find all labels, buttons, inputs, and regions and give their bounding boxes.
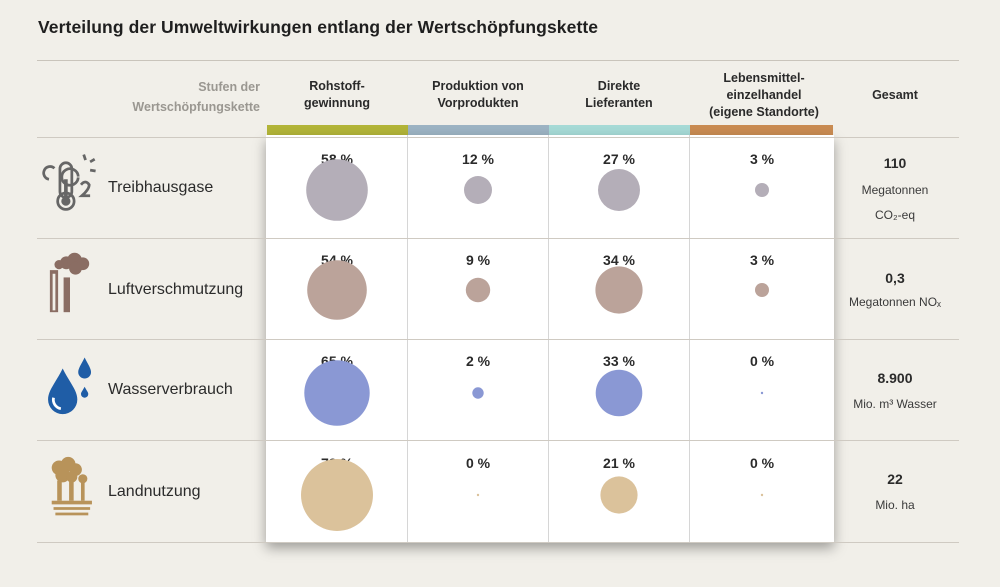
total-unit: Megatonnen NOₓ — [849, 295, 941, 309]
total-value: 8.900 — [877, 370, 913, 386]
pct-label: 21 % — [603, 455, 635, 471]
pct-label: 3 % — [749, 252, 775, 268]
total-value: 110 — [883, 155, 907, 171]
stage-label: Stufen der Wertschöpfungskette — [60, 77, 260, 117]
pct-label: 12 % — [462, 151, 494, 167]
total-unit: Mio. m³ Wasser — [853, 397, 937, 411]
thermometer-co2-icon — [42, 154, 96, 211]
pct-label: 34 % — [603, 252, 635, 268]
pct-label: 9 % — [465, 252, 491, 268]
bubble-treibhausgase-0 — [306, 159, 368, 221]
column-divider — [407, 135, 408, 542]
column-divider — [548, 135, 549, 542]
bubble-landnutzung-0 — [301, 459, 373, 531]
stage-bar-vorprodukte — [408, 125, 549, 135]
bubble-wasserverbrauch-2 — [595, 369, 643, 417]
stage-bar-rohstoff — [267, 125, 408, 135]
stage-label-line-2: Wertschöpfungskette — [132, 100, 260, 114]
pct-label: 0 % — [465, 455, 491, 471]
bubble-landnutzung-1 — [476, 493, 480, 497]
bubble-luftverschmutzung-2 — [595, 266, 643, 314]
bubble-luftverschmutzung-3 — [755, 283, 769, 297]
pct-label: 3 % — [749, 151, 775, 167]
bubble-treibhausgase-1 — [464, 176, 492, 204]
bubble-luftverschmutzung-1 — [465, 277, 491, 303]
pct-label: 27 % — [603, 151, 635, 167]
row-label-landnutzung: Landnutzung — [108, 483, 201, 500]
column-header-vorprodukte: Produktion von Vorprodukten — [432, 79, 524, 110]
column-header-gesamt: Gesamt — [872, 88, 918, 102]
row-label-treibhausgase: Treibhausgase — [108, 179, 214, 196]
bubble-luftverschmutzung-0 — [307, 260, 367, 320]
column-header-einzelhandel: Lebensmittel- einzelhandel (eigene Stand… — [709, 70, 819, 119]
total-value: 22 — [887, 471, 903, 487]
bubble-wasserverbrauch-0 — [304, 360, 370, 426]
total-unit: CO₂-eq — [874, 208, 915, 222]
chart-title: Verteilung der Umweltwirkungen entlang d… — [38, 17, 599, 37]
column-divider — [689, 135, 690, 542]
pct-label: 0 % — [749, 353, 775, 369]
total-unit: Mio. ha — [875, 498, 915, 512]
row-divider — [37, 440, 959, 441]
total-unit: Megatonnen — [861, 183, 929, 197]
water-drops-icon — [48, 357, 92, 415]
factory-smoke-icon — [49, 252, 90, 313]
total-value: 0,3 — [885, 270, 905, 286]
stage-label-line-1: Stufen der — [198, 80, 260, 94]
row-label-luftverschmutzung: Luftverschmutzung — [108, 281, 244, 298]
row-divider — [37, 542, 959, 543]
pct-label: 33 % — [603, 353, 635, 369]
pct-label: 0 % — [749, 455, 775, 471]
bubble-wasserverbrauch-3 — [760, 391, 764, 395]
bubble-landnutzung-3 — [760, 493, 764, 497]
row-divider — [37, 137, 959, 138]
row-divider — [37, 238, 959, 239]
stage-bar-einzelhandel — [690, 125, 833, 135]
row-label-wasserverbrauch: Wasserverbrauch — [108, 381, 233, 398]
bubble-treibhausgase-2 — [598, 169, 640, 211]
top-rule — [37, 60, 959, 61]
bubble-treibhausgase-3 — [755, 183, 769, 197]
column-header-rohstoff: Rohstoff- gewinnung — [304, 79, 370, 110]
bubble-landnutzung-2 — [600, 476, 638, 514]
pct-label: 2 % — [465, 353, 491, 369]
trees-land-icon — [51, 456, 92, 516]
row-divider — [37, 339, 959, 340]
bubble-wasserverbrauch-1 — [472, 387, 484, 399]
stage-bar-lieferanten — [549, 125, 690, 135]
column-header-lieferanten: Direkte Lieferanten — [585, 79, 653, 110]
